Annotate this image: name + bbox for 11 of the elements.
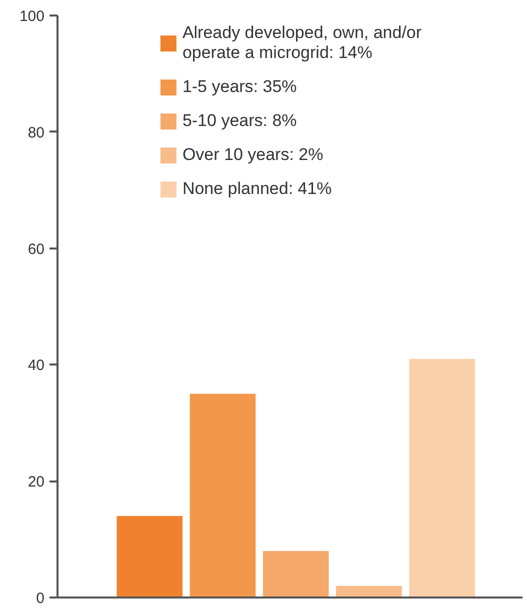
legend-label: 1-5 years: 35%	[182, 77, 297, 97]
legend-label: Already developed, own, and/or operate a microgrid: 14%	[182, 23, 422, 63]
legend-label: None planned: 41%	[182, 179, 332, 199]
y-tick-label: 60	[28, 240, 45, 258]
legend-label: Over 10 years: 2%	[182, 145, 324, 165]
y-tick-label: 100	[19, 8, 45, 25]
y-tick-label: 40	[28, 357, 45, 374]
legend-label: 5-10 years: 8%	[182, 111, 297, 131]
y-tick-label: 20	[28, 474, 45, 491]
y-tick-label: 0	[36, 590, 44, 607]
y-tick-label: 80	[28, 124, 45, 142]
